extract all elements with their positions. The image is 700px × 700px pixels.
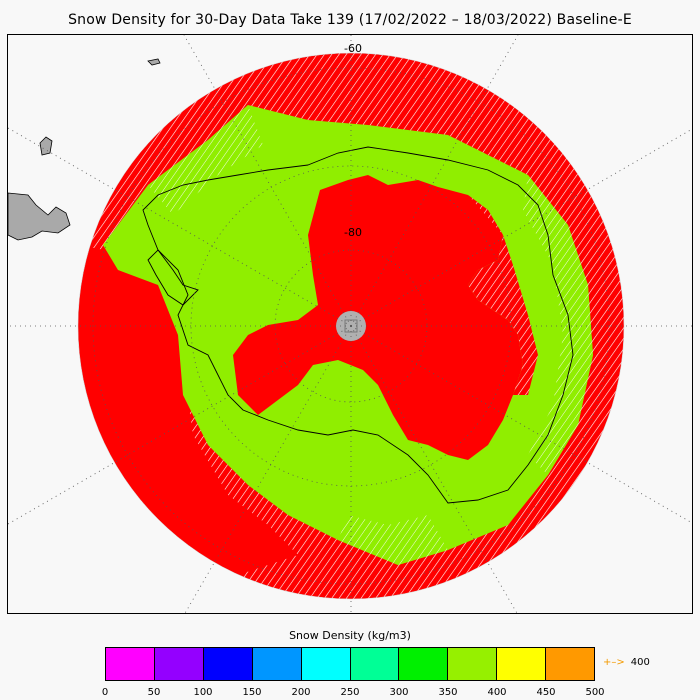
colorbar-title: Snow Density (kg/m3) [289,629,411,642]
colorbar-swatch [399,648,449,680]
colorbar-tick-label: 250 [340,687,360,698]
colorbar-swatch [106,648,155,680]
overflow-marker: +–> 400 [603,657,650,668]
graticule-meridian [8,127,352,327]
colorbar [105,647,595,681]
green-hatch-east [523,175,593,475]
polar-map-canvas: -60 -80 [8,35,692,613]
south-america-land [8,192,71,241]
graticule-meridian [350,35,519,327]
colorbar-tick-label: 300 [389,687,409,698]
graticule-meridian [350,325,518,613]
graticule-meridian [184,325,352,613]
graticule-meridian [350,325,692,524]
colorbar-tick-label: 350 [438,687,458,698]
graticule-meridian [8,325,352,525]
graticule [8,35,692,613]
polar-map: -60 -80 [7,34,693,614]
island-land [39,136,53,156]
graticule-meridian [350,128,692,327]
graticule-meridian [183,35,352,327]
colorbar-swatch [448,648,498,680]
latitude-label-60: -60 [344,42,362,55]
colorbar-swatch [203,648,253,680]
colorbar-swatch [546,648,595,680]
colorbar-tick-label: 200 [291,687,311,698]
colorbar-swatch [154,648,204,680]
disc-outline [77,52,625,600]
colorbar-tick-label: 100 [193,687,213,698]
island-land-2 [147,58,161,66]
colorbar-tick-label: 50 [147,687,161,698]
antarctic-coastline [142,146,574,504]
central-red-ice [233,175,523,460]
colorbar-swatch [301,648,351,680]
green-hatch-south [338,515,448,565]
colorbar-tick-label: 400 [487,687,507,698]
colorbar-tick-label: 500 [585,687,605,698]
overflow-label: 400 [630,657,650,668]
antarctic-peninsula [147,249,199,306]
graticule-lat-circle [92,67,610,585]
colorbar-tick-label: 150 [242,687,262,698]
red-ice-hatch-edge [468,195,538,395]
colorbar-tick-label: 0 [101,687,109,698]
colorbar-tick-label: 450 [536,687,556,698]
latitude-label-80: -80 [344,226,362,239]
colorbar-swatch [350,648,400,680]
overflow-arrow: +–> [603,657,625,668]
colorbar-swatch [252,648,302,680]
map-title: Snow Density for 30-Day Data Take 139 (1… [68,12,632,28]
colorbar-swatch [497,648,547,680]
